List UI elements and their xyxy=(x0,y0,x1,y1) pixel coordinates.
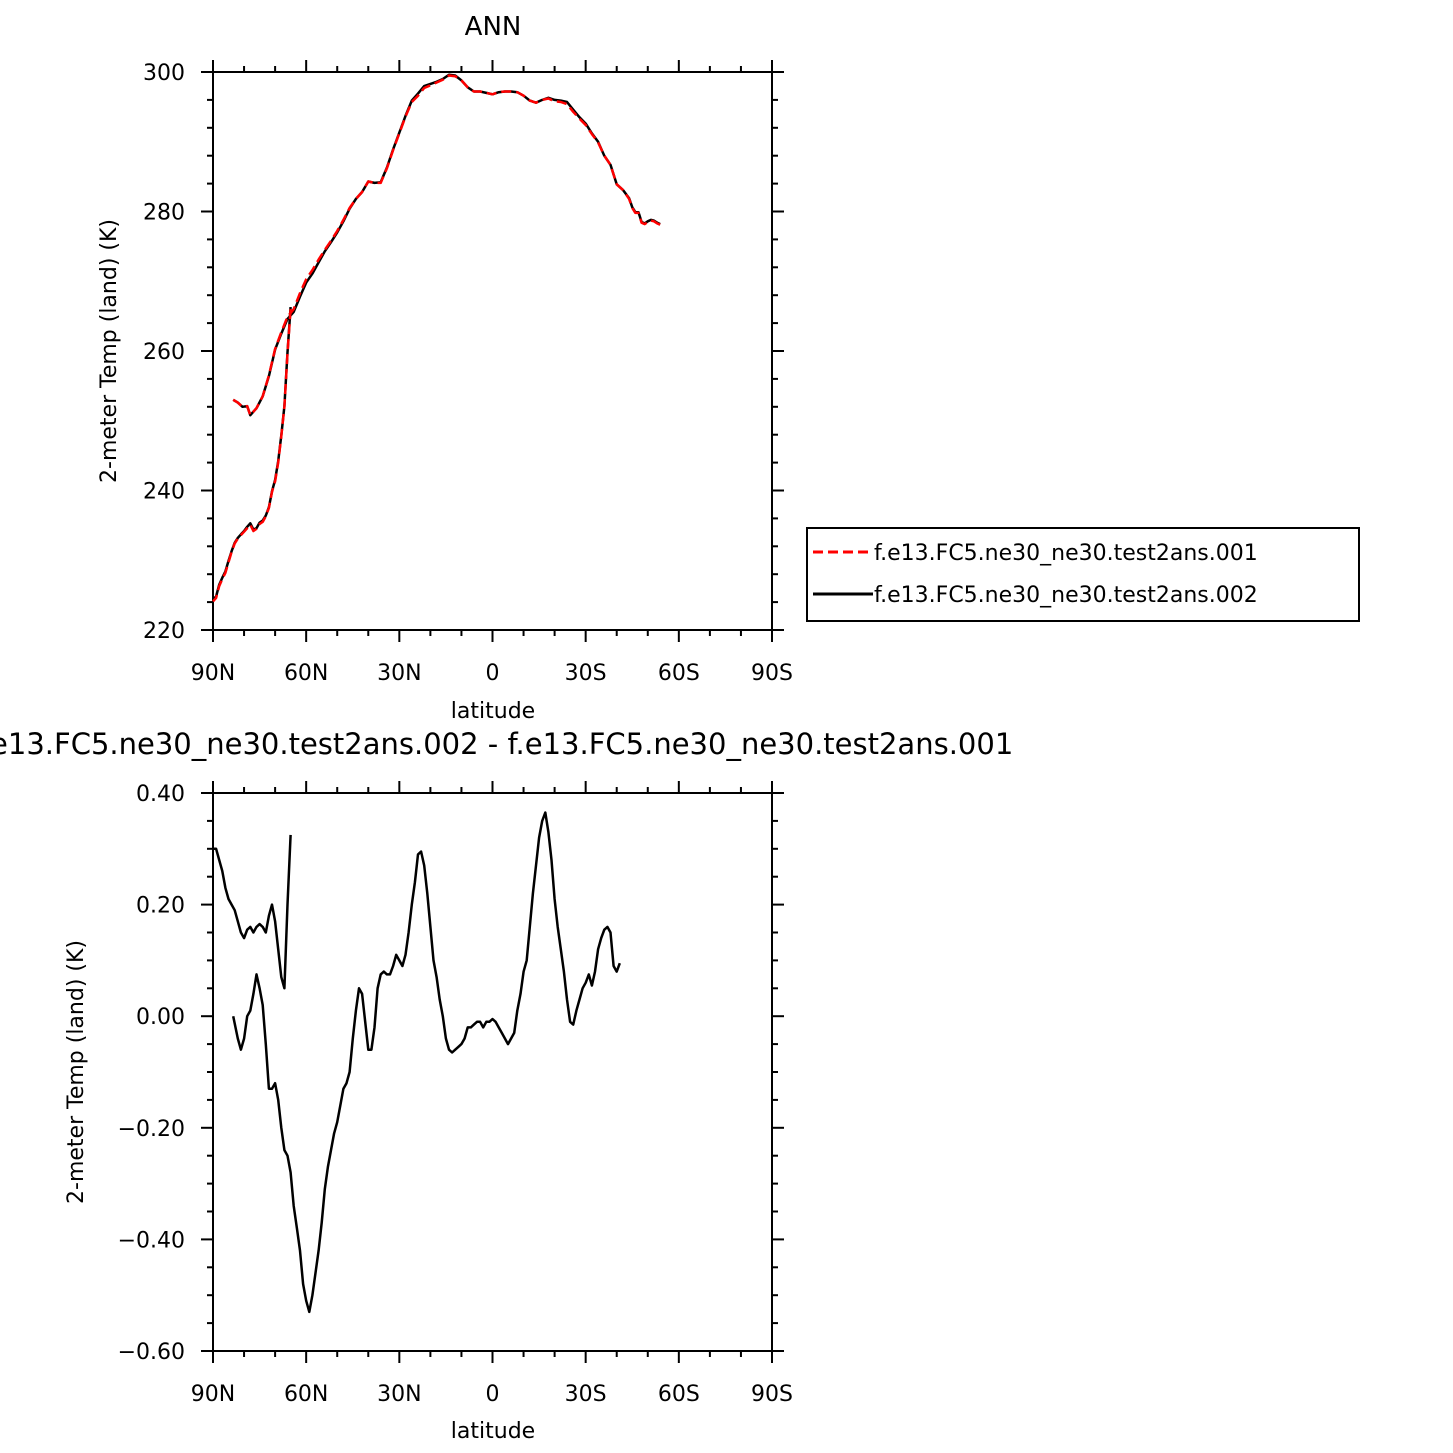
series-line xyxy=(213,834,292,990)
top-axis-ticks: 90N 60N 30N 0 30S 60S 90S 300 280 260 240 220 xyxy=(143,60,793,686)
legend-box xyxy=(806,527,1360,622)
bottom-axis-ticks: 90N 60N 30N 0 30S 60S 90S 0.40 0.20 0.00 −0.20 −0.4… xyxy=(118,781,793,1407)
x-tick-label: 0 xyxy=(486,661,500,686)
y-tick-label: 260 xyxy=(143,340,185,365)
x-tick-label: 90S xyxy=(751,1382,793,1407)
x-tick-label: 0 xyxy=(486,1382,500,1407)
x-tick-label: 90S xyxy=(751,661,793,686)
y-tick-label: −0.40 xyxy=(118,1228,185,1253)
top-plot-series xyxy=(212,73,661,603)
x-tick-label: 30S xyxy=(565,661,607,686)
top-panel-ylabel: 2-meter Temp (land) (K) xyxy=(97,219,122,483)
series-line xyxy=(212,309,292,603)
y-tick-label: 280 xyxy=(143,201,185,226)
bottom-panel-xlabel: latitude xyxy=(451,1419,535,1444)
bottom-panel: f.e13.FC5.ne30_ne30.test2ans.002 - f.e13… xyxy=(0,727,1013,1444)
series-line xyxy=(231,811,621,1314)
x-tick-label: 90N xyxy=(191,1382,235,1407)
bottom-plot-series xyxy=(213,811,621,1314)
x-tick-label: 60S xyxy=(658,661,700,686)
series-line xyxy=(232,73,661,417)
x-tick-label: 30N xyxy=(377,661,421,686)
top-plot-frame xyxy=(212,71,773,631)
top-panel-title: ANN xyxy=(465,12,522,42)
x-tick-label: 30N xyxy=(377,1382,421,1407)
y-tick-label: 300 xyxy=(143,61,185,86)
bottom-panel-ylabel: 2-meter Temp (land) (K) xyxy=(64,940,89,1204)
y-tick-label: −0.60 xyxy=(118,1340,185,1365)
y-tick-label: 0.20 xyxy=(136,894,185,919)
y-tick-label: 220 xyxy=(143,619,185,644)
y-tick-label: 0.40 xyxy=(136,782,185,807)
series-line xyxy=(232,74,661,417)
bottom-plot-frame xyxy=(212,792,773,1352)
x-tick-label: 60S xyxy=(658,1382,700,1407)
y-tick-label: −0.20 xyxy=(118,1117,185,1142)
top-panel: ANN 90N 60N 30N 0 30S 60S 90S 300 280 260 240 220 l… xyxy=(97,12,1360,724)
x-tick-label: 90N xyxy=(191,661,235,686)
top-panel-xlabel: latitude xyxy=(451,699,535,724)
legend-label-002: f.e13.FC5.ne30_ne30.test2ans.002 xyxy=(874,583,1258,608)
legend: f.e13.FC5.ne30_ne30.test2ans.001 f.e13.F… xyxy=(806,527,1360,622)
x-tick-label: 60N xyxy=(284,1382,328,1407)
legend-label-001: f.e13.FC5.ne30_ne30.test2ans.001 xyxy=(874,541,1258,566)
y-tick-label: 0.00 xyxy=(136,1005,185,1030)
x-tick-label: 60N xyxy=(284,661,328,686)
x-tick-label: 30S xyxy=(565,1382,607,1407)
bottom-panel-title: f.e13.FC5.ne30_ne30.test2ans.002 - f.e13… xyxy=(0,727,1013,761)
y-tick-label: 240 xyxy=(143,480,185,505)
